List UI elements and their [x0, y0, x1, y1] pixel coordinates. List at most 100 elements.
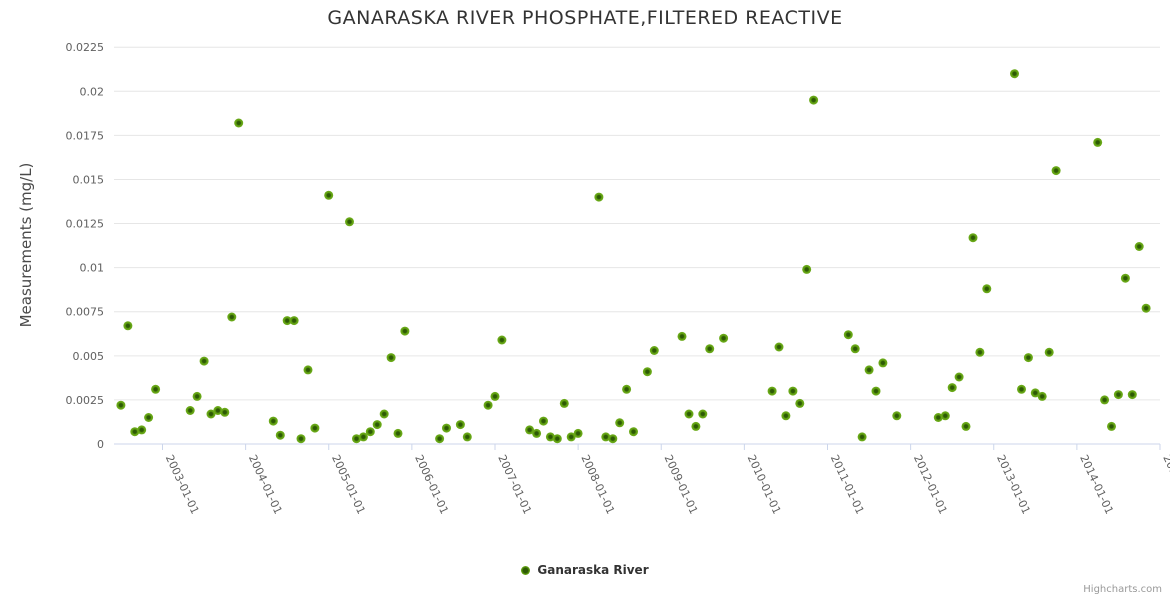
data-point[interactable] — [379, 409, 389, 419]
data-point[interactable] — [781, 411, 791, 421]
data-point[interactable] — [185, 406, 195, 415]
data-point[interactable] — [116, 400, 126, 410]
data-point[interactable] — [282, 316, 292, 326]
data-point[interactable] — [878, 358, 888, 368]
data-point[interactable] — [1100, 395, 1110, 405]
data-point[interactable] — [961, 421, 971, 431]
data-point[interactable] — [137, 425, 147, 435]
data-point[interactable] — [310, 423, 320, 433]
data-point[interactable] — [940, 411, 950, 421]
data-point[interactable] — [296, 434, 306, 444]
data-point[interactable] — [1030, 388, 1040, 398]
data-point[interactable] — [968, 233, 978, 243]
data-point[interactable] — [123, 321, 133, 331]
highcharts-credit-link[interactable]: Highcharts.com — [1083, 584, 1162, 595]
data-point[interactable] — [933, 413, 943, 422]
data-point[interactable] — [213, 406, 223, 415]
data-point[interactable] — [483, 400, 493, 410]
data-point[interactable] — [857, 432, 867, 442]
data-point[interactable] — [705, 344, 715, 354]
data-point[interactable] — [622, 384, 632, 394]
data-point[interactable] — [719, 333, 729, 343]
data-point[interactable] — [892, 411, 902, 421]
data-point[interactable] — [1127, 390, 1137, 400]
data-point[interactable] — [365, 427, 375, 437]
data-point[interactable] — [497, 335, 507, 345]
data-point[interactable] — [767, 386, 777, 396]
data-point[interactable] — [1113, 390, 1123, 400]
data-point[interactable] — [594, 192, 604, 202]
data-point[interactable] — [684, 409, 694, 419]
data-point[interactable] — [206, 409, 216, 419]
data-point[interactable] — [324, 190, 334, 200]
data-point[interactable] — [539, 416, 548, 426]
data-point[interactable] — [947, 383, 957, 393]
data-point[interactable] — [1037, 391, 1047, 401]
data-point[interactable] — [850, 344, 860, 354]
data-point[interactable] — [788, 386, 798, 396]
data-point[interactable] — [442, 423, 451, 433]
data-point[interactable] — [1051, 166, 1061, 176]
data-point[interactable] — [400, 326, 410, 336]
data-point[interactable] — [1107, 421, 1116, 431]
data-point[interactable] — [1044, 347, 1054, 357]
data-point[interactable] — [677, 331, 687, 341]
data-point[interactable] — [774, 342, 784, 352]
data-point[interactable] — [691, 421, 701, 431]
data-point[interactable] — [843, 330, 853, 340]
legend-item-ganaraska-river[interactable]: Ganaraska River — [0, 563, 1170, 577]
data-point[interactable] — [982, 284, 992, 294]
data-point[interactable] — [490, 391, 500, 401]
data-point[interactable] — [552, 434, 562, 444]
data-point[interactable] — [525, 425, 535, 435]
data-point[interactable] — [352, 434, 361, 444]
data-point[interactable] — [954, 372, 964, 382]
data-point[interactable] — [303, 365, 313, 375]
data-point[interactable] — [1017, 384, 1026, 394]
data-point[interactable] — [393, 428, 403, 438]
data-point[interactable] — [1023, 353, 1033, 363]
data-point[interactable] — [649, 346, 659, 355]
data-point[interactable] — [192, 391, 202, 401]
data-point[interactable] — [608, 434, 618, 444]
data-point[interactable] — [144, 413, 154, 422]
data-point[interactable] — [871, 386, 881, 396]
data-point[interactable] — [1093, 137, 1103, 147]
data-point[interactable] — [372, 420, 382, 430]
data-point[interactable] — [802, 264, 812, 274]
data-point[interactable] — [532, 428, 542, 438]
data-point[interactable] — [573, 428, 583, 438]
data-point[interactable] — [975, 347, 985, 357]
data-point[interactable] — [268, 416, 278, 426]
data-point[interactable] — [629, 427, 638, 437]
data-point[interactable] — [455, 420, 465, 430]
data-point[interactable] — [566, 432, 576, 442]
data-point[interactable] — [795, 398, 805, 408]
data-point[interactable] — [1010, 69, 1019, 79]
data-point[interactable] — [601, 432, 611, 442]
data-point[interactable] — [462, 432, 472, 442]
data-point[interactable] — [545, 432, 555, 442]
data-point[interactable] — [559, 398, 569, 408]
data-point[interactable] — [199, 356, 209, 366]
data-point[interactable] — [345, 217, 354, 227]
data-point[interactable] — [151, 384, 161, 394]
data-point[interactable] — [220, 407, 230, 417]
data-point[interactable] — [386, 353, 396, 363]
data-point[interactable] — [642, 367, 652, 377]
data-point[interactable] — [227, 312, 237, 322]
data-point[interactable] — [615, 418, 625, 428]
data-point[interactable] — [289, 316, 299, 326]
data-point[interactable] — [864, 365, 874, 375]
data-point[interactable] — [809, 95, 819, 105]
data-point[interactable] — [698, 409, 708, 419]
data-point[interactable] — [275, 430, 285, 440]
data-point[interactable] — [358, 432, 368, 442]
data-point[interactable] — [1120, 273, 1130, 283]
data-point[interactable] — [234, 118, 244, 128]
data-point[interactable] — [1134, 242, 1144, 251]
data-point[interactable] — [435, 434, 445, 444]
data-point[interactable] — [130, 427, 140, 437]
data-point[interactable] — [1141, 303, 1151, 313]
